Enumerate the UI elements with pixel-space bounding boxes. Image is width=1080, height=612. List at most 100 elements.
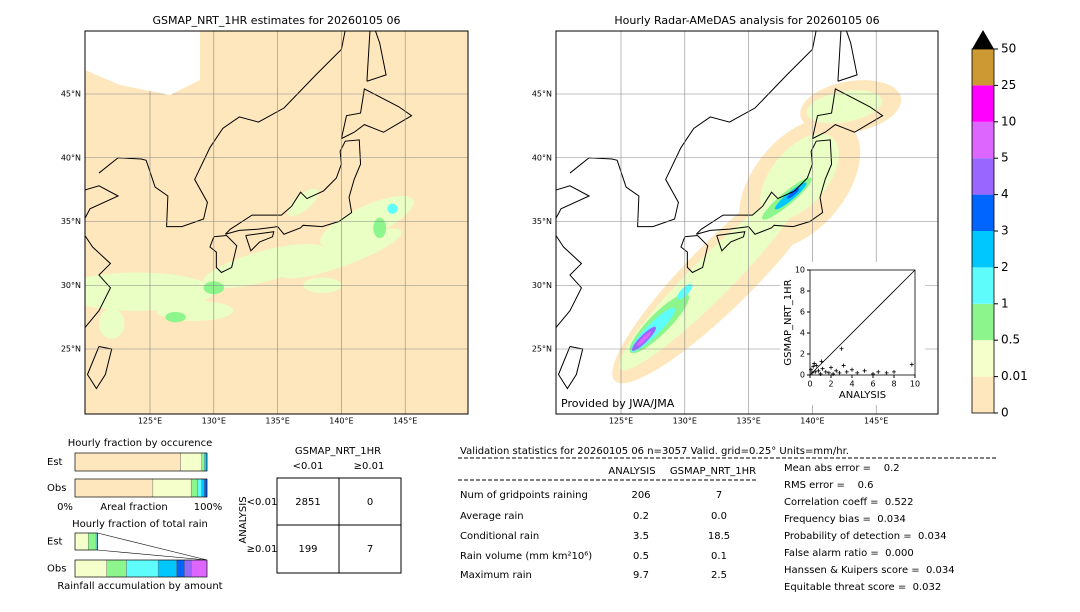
fraction-segment: [74, 559, 107, 578]
fraction-segment: [126, 559, 159, 578]
colorbar-label: 0.01: [1001, 369, 1028, 383]
precip-area: [203, 243, 327, 289]
scatter-point: [818, 371, 823, 376]
stats-value: 2.5: [711, 570, 727, 581]
table-cell: 199: [298, 544, 317, 555]
map-title: Hourly Radar-AMeDAS analysis for 2026010…: [614, 14, 879, 27]
stats-title: Validation statistics for 20260105 06 n=…: [460, 446, 849, 457]
fraction-segment: [180, 452, 202, 472]
bar-frame: [74, 478, 208, 498]
colorbar-label: 25: [1001, 78, 1016, 92]
score: False alarm ratio = 0.000: [784, 548, 914, 559]
colorbar-segment: [972, 267, 994, 304]
stats-value: 18.5: [708, 531, 730, 542]
no-data-area: [85, 31, 200, 95]
row-label: Obs: [47, 564, 66, 575]
caption: Rainfall accumulation by amount: [57, 581, 222, 592]
axis-text: Areal fraction: [100, 502, 167, 513]
fraction-segment: [176, 559, 185, 578]
scatter-point: [811, 364, 816, 369]
colorbar-label: 50: [1001, 42, 1016, 56]
stats-value: 0.1: [711, 551, 727, 562]
y-tick-label: 4: [800, 329, 805, 338]
map-frame: [84, 30, 469, 415]
stats-value: 7: [716, 490, 722, 501]
lat-label: 40°N: [532, 153, 552, 162]
stats-value: 206: [631, 490, 650, 501]
lon-label: 145°E: [393, 417, 417, 426]
lat-label: 30°N: [61, 281, 81, 290]
scatter-point: [871, 371, 875, 376]
lat-label: 40°N: [61, 153, 81, 162]
lat-label: 35°N: [532, 217, 552, 226]
coastline: [86, 345, 113, 390]
lat-label: 25°N: [61, 345, 81, 354]
fraction-segment: [87, 532, 97, 551]
colorbar-segment: [972, 340, 994, 377]
bar-frame: [74, 559, 208, 578]
score: RMS error = 0.6: [784, 480, 874, 491]
lon-label: 130°E: [673, 417, 697, 426]
fraction-segment: [74, 478, 154, 498]
lon-label: 135°E: [736, 417, 760, 426]
table-cell: 2851: [295, 497, 320, 508]
scatter-point: [892, 369, 896, 374]
stats-label: Conditional rain: [460, 531, 539, 542]
y-tick-label: 10: [795, 266, 805, 275]
stats-label: Num of gridpoints raining: [460, 490, 588, 501]
row-title: ANALYSIS: [238, 496, 249, 543]
score: Mean abs error = 0.2: [784, 463, 900, 474]
fraction-segment: [74, 532, 89, 551]
colorbar-label: 2: [1001, 260, 1009, 274]
precip-area: [636, 331, 652, 347]
stats-header: GSMAP_NRT_1HR: [670, 466, 756, 477]
score: Correlation coeff = 0.522: [784, 497, 914, 508]
stats-label: Maximum rain: [460, 570, 532, 581]
scatter-point: [831, 371, 836, 376]
lat-label: 35°N: [61, 217, 81, 226]
colorbar-extend: [972, 30, 994, 49]
col-header: <0.01: [293, 461, 324, 472]
lon-label: 140°E: [329, 417, 353, 426]
scatter-point: [837, 370, 842, 375]
colorbar-label: 0.5: [1001, 333, 1020, 347]
colorbar-label: 0: [1001, 406, 1009, 420]
lon-label: 125°E: [138, 417, 162, 426]
precip-area: [287, 188, 319, 217]
fraction-segment: [197, 478, 202, 498]
stats-value: 3.5: [633, 531, 649, 542]
coastline: [556, 185, 591, 329]
fraction-segment: [157, 559, 177, 578]
scatter-point: [855, 370, 860, 375]
x-tick-label: 6: [870, 380, 875, 389]
colorbar-segment: [972, 85, 994, 122]
coastline: [366, 31, 387, 82]
coastline: [85, 185, 120, 329]
bar-frame: [74, 452, 208, 472]
y-tick-label: 6: [800, 308, 805, 317]
credit: Provided by JWA/JMA: [561, 397, 675, 410]
panel-title: Hourly fraction of total rain: [72, 519, 208, 530]
coastline: [224, 139, 362, 235]
scatter-point: [909, 362, 914, 367]
fraction-segment: [106, 559, 127, 578]
fraction-segment: [190, 478, 198, 498]
scatter-point: [826, 370, 831, 375]
coastline: [569, 31, 817, 228]
stats-value: 0.2: [633, 511, 649, 522]
scatter-point: [844, 369, 849, 374]
map-area: [85, 31, 468, 414]
scatter-point: [862, 368, 867, 373]
lat-label: 45°N: [61, 90, 81, 99]
stats-value: 0.5: [633, 551, 649, 562]
scatter-point: [834, 368, 839, 373]
fraction-segment: [204, 478, 208, 498]
colorbar-label: 4: [1001, 187, 1009, 201]
precip-area: [806, 90, 883, 124]
row-label: Est: [47, 457, 63, 468]
coastline: [695, 139, 833, 235]
score: Equitable threat score = 0.032: [784, 582, 941, 593]
coastline: [837, 31, 858, 82]
row-header: <0.01: [247, 497, 278, 508]
